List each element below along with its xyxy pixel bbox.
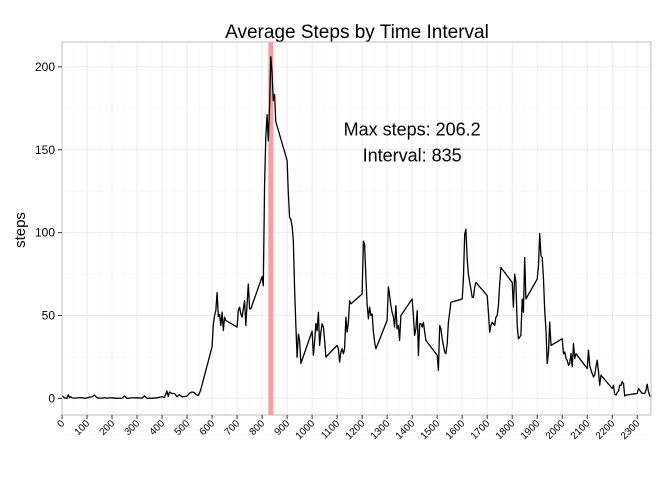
max-steps-annotation: Max steps: 206.2 <box>344 119 481 139</box>
x-tick-label: 1000 <box>294 418 318 442</box>
x-tick-label: 1600 <box>444 418 468 442</box>
chart-title: Average Steps by Time Interval <box>225 22 489 43</box>
x-axis-ticks: 0 100 200 300 400 500 600 700 800 900 1000 1100 1200… <box>55 415 643 442</box>
x-tick-label: 2200 <box>594 418 618 442</box>
x-tick-label: 0 <box>55 418 67 430</box>
x-tick-label: 200 <box>98 418 118 438</box>
x-tick-label: 1700 <box>469 418 493 442</box>
x-tick-label: 1900 <box>519 418 543 442</box>
x-tick-label: 1300 <box>369 418 393 442</box>
panel-background <box>62 42 651 415</box>
plot-area <box>61 41 652 441</box>
x-tick-label: 700 <box>223 418 243 438</box>
x-tick-label: 1400 <box>394 418 418 442</box>
gridlines <box>61 42 651 441</box>
x-tick-label: 800 <box>248 418 268 438</box>
x-tick-label: 500 <box>173 418 193 438</box>
max-interval-annotation: Interval: 835 <box>363 145 462 165</box>
max-interval-highlight <box>268 42 274 415</box>
y-tick-label: 100 <box>35 226 55 240</box>
y-tick-label: 200 <box>35 60 55 74</box>
x-tick-label: 1200 <box>344 418 368 442</box>
x-tick-label: 1500 <box>419 418 443 442</box>
y-tick-label: 150 <box>35 143 55 157</box>
x-tick-label: 2100 <box>569 418 593 442</box>
x-tick-label: 1100 <box>319 418 342 441</box>
steps-series-line <box>61 55 652 399</box>
y-axis-label: steps <box>12 212 29 248</box>
x-tick-label: 100 <box>73 418 93 438</box>
x-tick-label: 2300 <box>619 418 643 442</box>
y-axis-ticks: 0 50 100 150 200 <box>35 60 62 405</box>
y-tick-label: 0 <box>48 391 55 405</box>
x-tick-label: 2000 <box>544 418 568 442</box>
x-tick-label: 300 <box>123 418 143 438</box>
panel-border <box>61 41 652 416</box>
x-tick-label: 900 <box>273 418 293 438</box>
x-tick-label: 1800 <box>494 418 518 442</box>
y-tick-label: 50 <box>42 309 56 323</box>
x-tick-label: 400 <box>148 418 168 438</box>
x-tick-label: 600 <box>198 418 218 438</box>
